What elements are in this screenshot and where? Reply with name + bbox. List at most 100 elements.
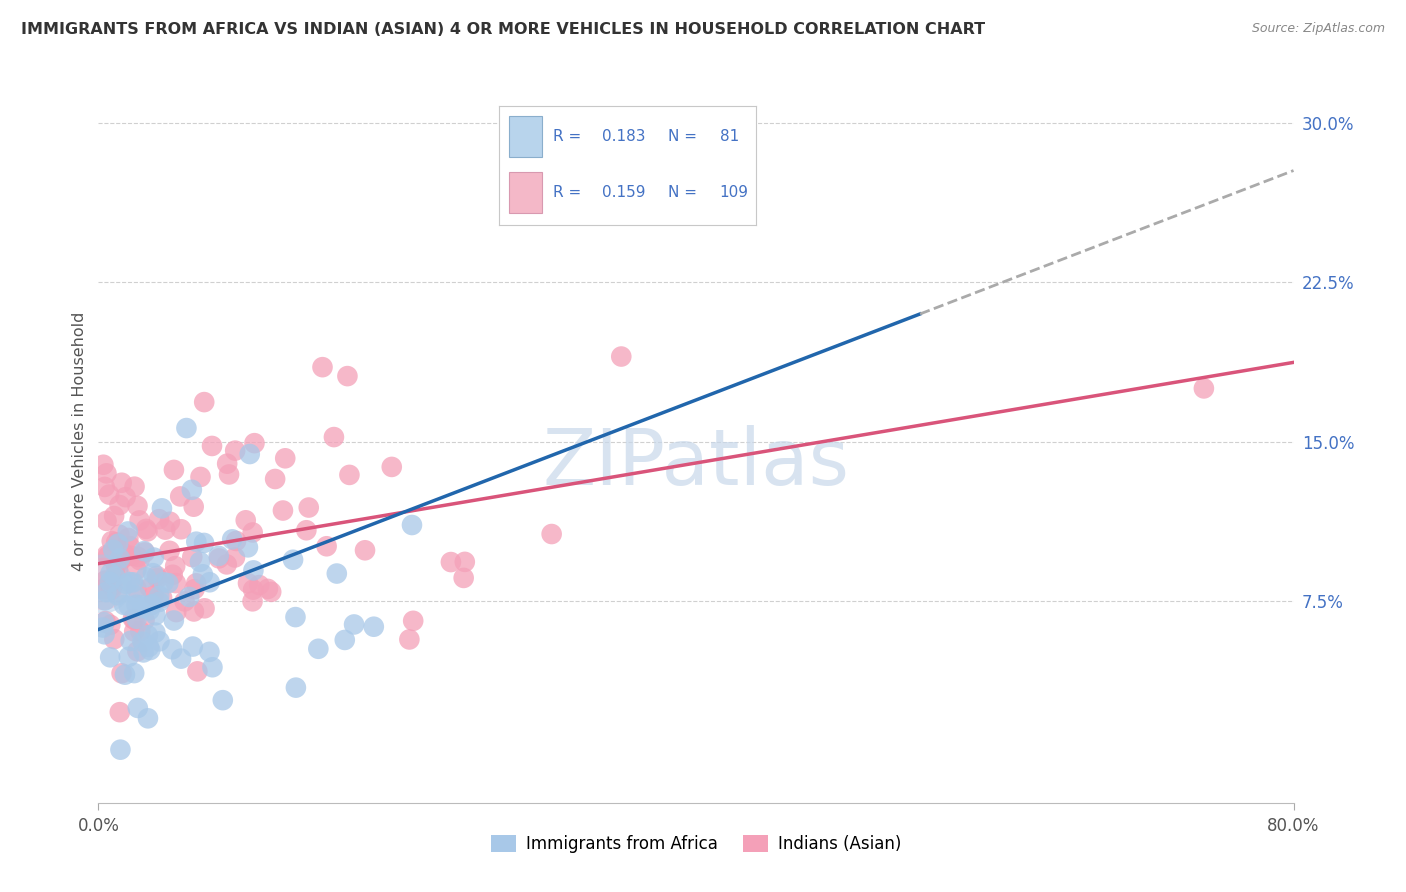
Point [453,571,475,585]
Point [117,524,139,539]
Point [333,632,356,647]
Point [94,593,117,607]
Point [122,612,145,626]
Point [118,539,141,553]
Point [242,525,264,540]
Point [96,585,118,599]
Point [145,608,167,623]
Point [111,475,134,490]
Point [98,574,121,589]
Point [108,527,131,541]
Point [131,599,153,613]
Point [260,585,283,599]
Point [132,645,155,659]
Point [105,559,128,574]
Point [98,618,121,632]
Point [155,523,177,537]
Point [96,548,118,562]
Point [165,576,187,591]
Point [326,566,349,581]
Point [190,470,212,484]
Point [107,562,129,576]
Point [323,430,346,444]
Point [136,628,159,642]
Point [108,705,131,719]
Point [146,571,169,585]
Point [93,615,115,630]
Point [224,443,246,458]
Point [121,549,143,563]
Point [103,542,125,557]
Point [142,589,165,603]
Point [180,483,202,497]
Point [114,667,136,681]
Legend: Immigrants from Africa, Indians (Asian): Immigrants from Africa, Indians (Asian) [484,828,908,860]
Point [100,582,122,597]
Point [145,569,167,583]
Point [122,624,145,639]
Point [274,451,297,466]
Point [94,574,117,588]
Point [110,553,132,567]
Point [125,589,148,603]
Point [91,577,114,591]
Point [363,620,385,634]
Point [98,487,121,501]
Point [115,577,138,591]
Point [135,570,157,584]
Point [339,467,361,482]
Point [127,549,149,564]
Point [454,555,477,569]
Point [398,632,420,647]
Point [157,576,180,591]
Point [181,550,204,565]
Point [105,588,128,602]
Point [107,537,129,551]
Point [97,549,120,563]
Point [235,513,257,527]
Point [381,459,404,474]
Point [101,579,124,593]
Point [139,599,162,613]
Point [163,463,186,477]
Point [295,523,318,537]
Point [136,524,159,539]
Point [224,550,246,565]
Point [138,603,160,617]
Point [135,522,157,536]
Point [193,601,215,615]
Point [160,642,183,657]
Point [96,514,118,528]
Point [104,569,127,583]
Point [193,536,215,550]
Point [122,575,145,590]
Point [159,515,181,529]
Point [131,634,153,648]
Point [138,640,160,654]
Point [247,578,270,592]
Point [127,499,149,513]
Point [354,543,377,558]
Point [110,742,132,756]
Point [148,589,170,603]
Point [239,447,262,461]
Point [139,643,162,657]
Point [343,617,366,632]
Point [131,601,153,615]
Point [125,563,148,577]
Point [103,509,125,524]
Point [139,581,162,595]
Point [165,605,187,619]
Point [284,610,307,624]
Point [183,500,205,514]
Point [198,645,221,659]
Point [186,665,208,679]
Point [122,666,145,681]
Point [93,627,115,641]
Point [183,605,205,619]
Point [242,582,264,597]
Point [118,649,141,664]
Point [193,395,215,409]
Point [242,594,264,608]
Point [401,518,423,533]
